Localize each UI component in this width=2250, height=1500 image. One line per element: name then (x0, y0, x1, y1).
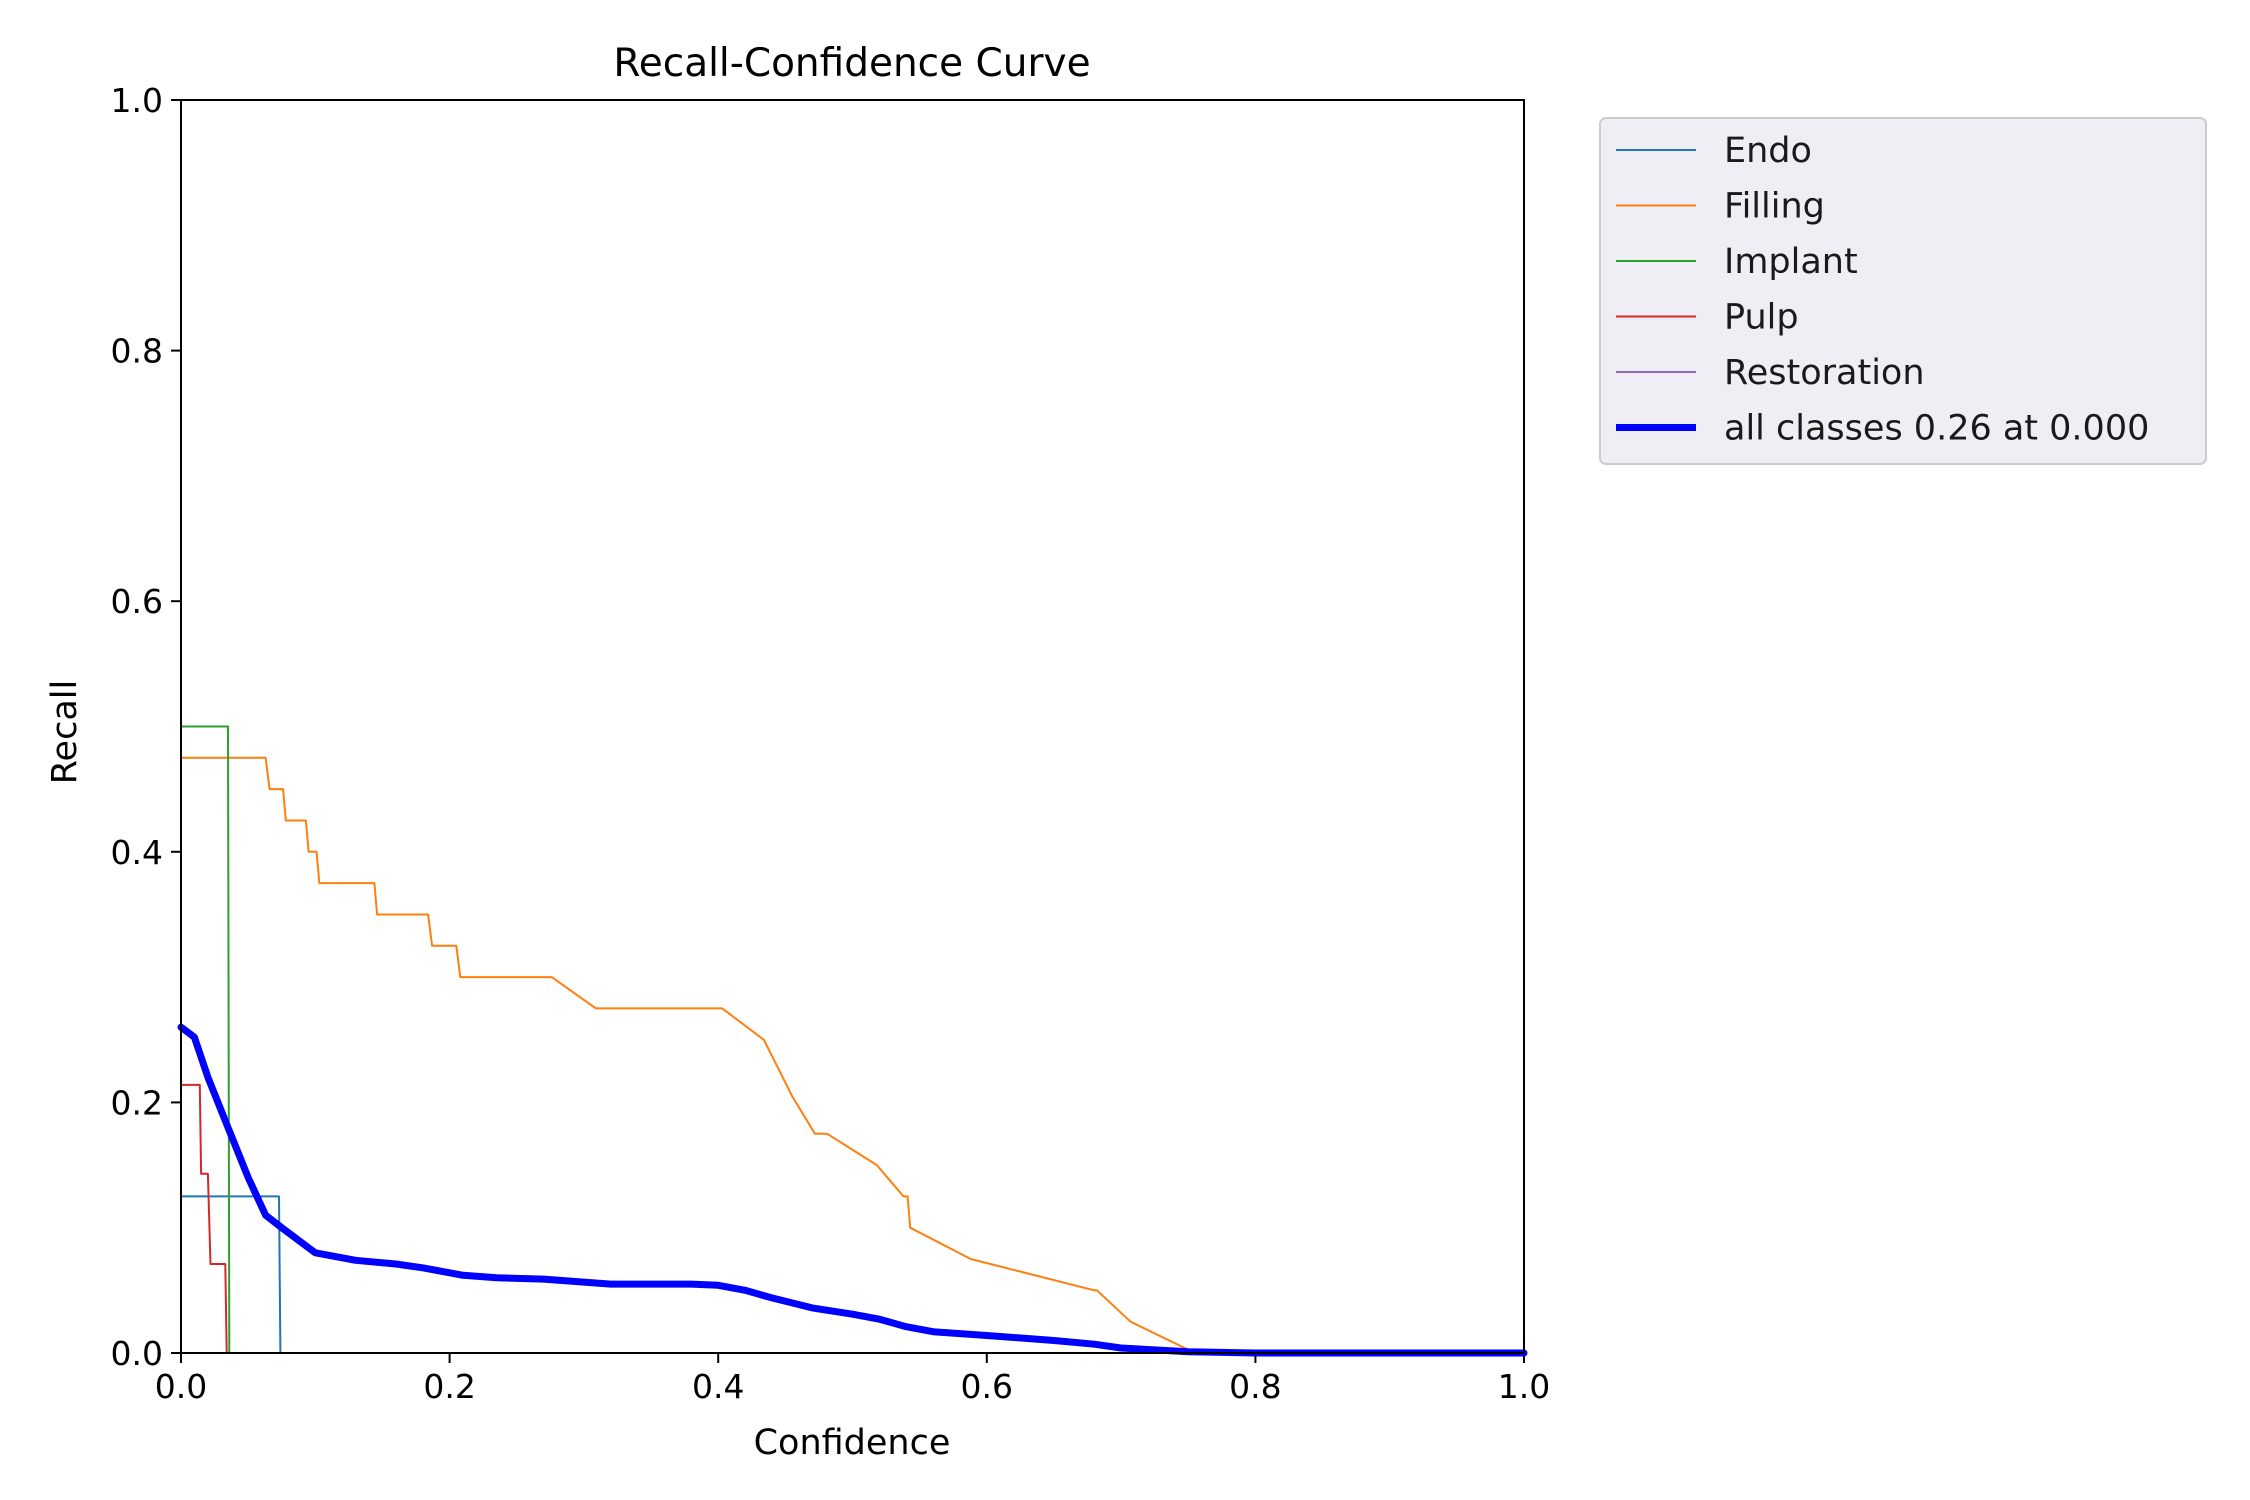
y-tick-label: 0.8 (111, 332, 163, 371)
plot-series (177, 725, 1528, 1357)
series-line-2 (180, 725, 1525, 1354)
legend-label-2: Implant (1724, 242, 1858, 282)
chart-title: Recall-Confidence Curve (613, 41, 1090, 86)
legend-label-3: Pulp (1724, 298, 1799, 338)
y-axis-label: Recall (45, 680, 85, 784)
series-line-5 (177, 1023, 1528, 1357)
x-tick-label: 0.8 (1229, 1367, 1281, 1406)
x-axis-label: Confidence (754, 1423, 951, 1463)
x-tick-label: 1.0 (1498, 1367, 1550, 1406)
legend-box (1599, 117, 2207, 465)
x-tick-label: 0.0 (155, 1367, 207, 1406)
y-tick-label: 0.0 (111, 1334, 163, 1373)
x-tick-label: 0.6 (961, 1367, 1013, 1406)
x-tick-label: 0.2 (423, 1367, 475, 1406)
series-line-3 (180, 1083, 1525, 1354)
y-tick-label: 1.0 (111, 81, 163, 120)
series-line-1 (180, 756, 1525, 1354)
y-tick-label: 0.4 (111, 833, 163, 872)
legend-label-1: Filling (1724, 187, 1825, 227)
x-tick-label: 0.4 (692, 1367, 744, 1406)
y-tick-label: 0.2 (111, 1083, 163, 1122)
series-line-0 (180, 1195, 1525, 1354)
axis-ticks: 0.0 0.2 0.4 0.6 0.8 1.0 0.0 0.2 0.4 0.6 0.8 1.0 (111, 81, 1551, 1406)
legend-label-5: all classes 0.26 at 0.000 (1724, 409, 2149, 449)
legend-label-4: Restoration (1724, 353, 1925, 393)
y-tick-label: 0.6 (111, 582, 163, 621)
legend: Endo Filling Implant Pulp Restoration all cla… (1599, 117, 2207, 465)
legend-label-0: Endo (1724, 131, 1812, 171)
plot-frame (180, 99, 1525, 1354)
